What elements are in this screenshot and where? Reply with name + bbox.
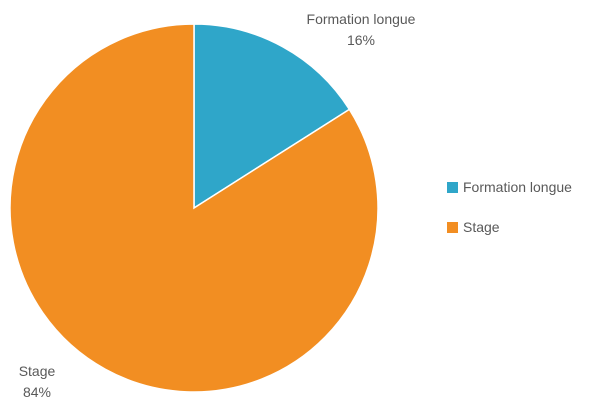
pie-slice-formation-longue	[193, 23, 351, 210]
data-label-value-formation-longue: 16%	[347, 32, 375, 48]
pie-slices	[9, 23, 379, 393]
legend-label-stage: Stage	[463, 219, 500, 235]
data-label-value-stage: 84%	[23, 384, 51, 400]
chart-legend: Formation longue Stage	[447, 179, 572, 235]
legend-swatch-stage	[447, 222, 458, 233]
legend-swatch-formation-longue	[447, 182, 458, 193]
data-label-category-formation-longue: Formation longue	[307, 11, 416, 27]
pie-slice-stage	[9, 23, 379, 393]
legend-label-formation-longue: Formation longue	[463, 179, 572, 195]
data-label-category-stage: Stage	[19, 363, 56, 379]
pie-data-labels: Formation longue 16% Stage 84%	[19, 11, 416, 400]
